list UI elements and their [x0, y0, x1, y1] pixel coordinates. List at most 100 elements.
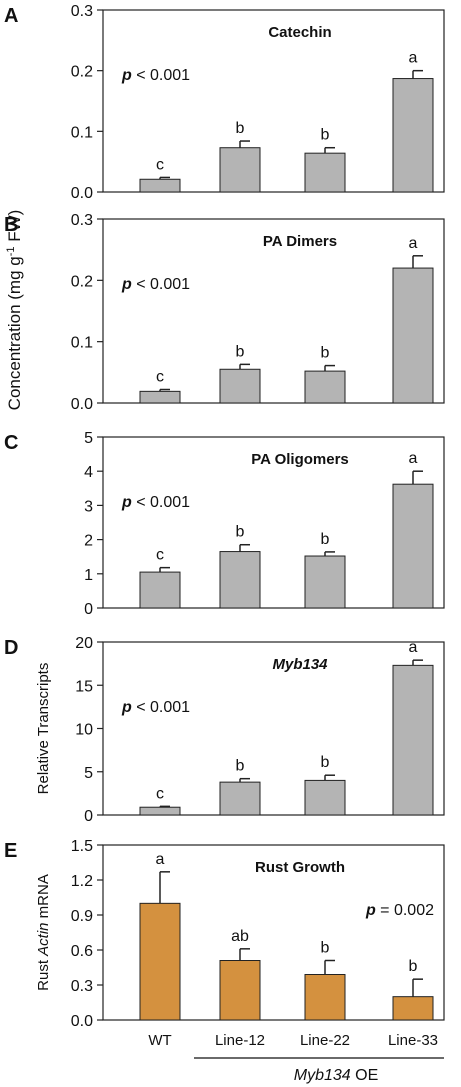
panel-d: 0 5 10 15 20 D Myb134 p < 0.001 Relative Transcr… — [4, 635, 445, 825]
y-tick-label: 3 — [84, 498, 93, 515]
y-tick-label: 0.6 — [71, 943, 93, 960]
significance-letter: b — [321, 754, 330, 771]
p-value-symbol: p — [121, 276, 132, 293]
panel-a: 0.0 0.1 0.2 0.3 A Catechin p < 0.001 c b b a — [4, 3, 445, 202]
plot-frame — [102, 218, 445, 404]
panel-letter: D — [4, 637, 18, 659]
panel-letter: A — [4, 5, 18, 27]
significance-letter: b — [236, 120, 245, 137]
panel-letter: B — [4, 214, 18, 236]
p-value: p < 0.001 — [121, 276, 190, 293]
bar — [139, 178, 181, 193]
panel-b: 0.0 0.1 0.2 0.3 B PA Dimers p < 0.001 c b b a — [4, 212, 445, 413]
significance-letter: b — [236, 758, 245, 775]
plot-frame — [102, 9, 445, 193]
significance-letter: a — [409, 450, 418, 467]
y-tick-label: 0.0 — [71, 396, 93, 413]
panel-letter: C — [4, 432, 18, 454]
p-value-symbol: p — [121, 494, 132, 511]
y-tick-label: 0.2 — [71, 273, 93, 290]
p-value: p < 0.001 — [121, 699, 190, 716]
y-tick-label: 0.0 — [71, 1013, 93, 1030]
panel-title: Catechin — [268, 24, 331, 41]
bar — [139, 390, 181, 404]
y-tick-label: 0.3 — [71, 3, 93, 20]
significance-letter: a — [156, 851, 165, 868]
panel-c: 0 1 2 3 4 5 C PA Oligomers p < 0.001 c b b a — [4, 430, 445, 618]
y-label-part-italic: Actin — [35, 922, 52, 956]
p-value-text: < 0.001 — [132, 67, 190, 84]
y-tick-label: 1.5 — [71, 838, 93, 855]
y-tick-label: 0 — [84, 601, 93, 618]
significance-letter: b — [321, 940, 330, 957]
bar — [392, 78, 434, 193]
bar — [219, 551, 261, 609]
bar — [392, 483, 434, 609]
bar — [219, 960, 261, 1021]
y-tick-label: 0.3 — [71, 212, 93, 229]
significance-letter: c — [156, 547, 164, 564]
shared-y-axis-label: Concentration (mg g-1 FW) — [5, 210, 24, 411]
panel-e: 0.0 0.3 0.6 0.9 1.2 1.5 E Rust Growth p = 0.002 R… — [4, 838, 445, 1049]
group-label: Myb134 OE — [194, 1057, 444, 1084]
x-tick-label: Line-33 — [388, 1032, 438, 1049]
p-value-text: = 0.002 — [376, 902, 434, 919]
panel-title: PA Dimers — [263, 233, 337, 250]
significance-letter: a — [409, 50, 418, 67]
p-value-text: < 0.001 — [132, 699, 190, 716]
y-tick-label: 5 — [84, 765, 93, 782]
y-label-part: Rust — [35, 956, 52, 991]
p-value: p < 0.001 — [121, 67, 190, 84]
p-value-symbol: p — [121, 699, 132, 716]
y-tick-label: 1.2 — [71, 873, 93, 890]
y-tick-label: 0 — [84, 808, 93, 825]
significance-letter: a — [409, 235, 418, 252]
bar — [392, 664, 434, 816]
y-tick-label: 0.9 — [71, 908, 93, 925]
p-value: p = 0.002 — [365, 902, 434, 919]
bar — [392, 996, 434, 1021]
bar — [219, 147, 261, 193]
panels: 0.0 0.1 0.2 0.3 A Catechin p < 0.001 c b b a 0.0 0.1… — [4, 3, 445, 1049]
panel-y-axis-label: Relative Transcripts — [35, 663, 52, 795]
bar — [304, 974, 346, 1021]
x-tick-label: WT — [148, 1032, 171, 1049]
bar — [139, 902, 181, 1021]
panel-title: Myb134 — [272, 656, 328, 673]
y-tick-label: 0.3 — [71, 978, 93, 995]
bar — [139, 806, 181, 816]
significance-letter: c — [156, 785, 164, 802]
significance-letter: b — [321, 531, 330, 548]
significance-letter: b — [321, 127, 330, 144]
bar — [304, 152, 346, 193]
x-tick-label: Line-22 — [300, 1032, 350, 1049]
panel-letter: E — [4, 840, 17, 862]
y-tick-label: 0.2 — [71, 64, 93, 81]
panel-title: Rust Growth — [255, 859, 345, 876]
y-tick-label: 0.0 — [71, 185, 93, 202]
p-value-symbol: p — [121, 67, 132, 84]
significance-letter: b — [409, 958, 418, 975]
significance-letter: a — [409, 639, 418, 656]
panel-title: PA Oligomers — [251, 451, 349, 468]
bar — [392, 267, 434, 404]
significance-letter: c — [156, 156, 164, 173]
bar — [304, 370, 346, 404]
y-tick-label: 20 — [75, 635, 93, 652]
y-tick-label: 5 — [84, 430, 93, 447]
p-value-symbol: p — [365, 902, 376, 919]
panel-y-axis-label: Rust Actin mRNA — [35, 874, 52, 991]
y-tick-label: 10 — [75, 722, 93, 739]
y-label-part: mRNA — [35, 874, 52, 922]
significance-letter: b — [236, 343, 245, 360]
plot-frame — [102, 436, 445, 609]
x-tick-label: Line-12 — [215, 1032, 265, 1049]
significance-letter: b — [236, 524, 245, 541]
y-tick-label: 0.1 — [71, 124, 93, 141]
bar — [139, 571, 181, 609]
significance-letter: c — [156, 369, 164, 386]
bar — [304, 555, 346, 609]
y-tick-label: 1 — [84, 567, 93, 584]
plot-frame — [102, 844, 445, 1021]
